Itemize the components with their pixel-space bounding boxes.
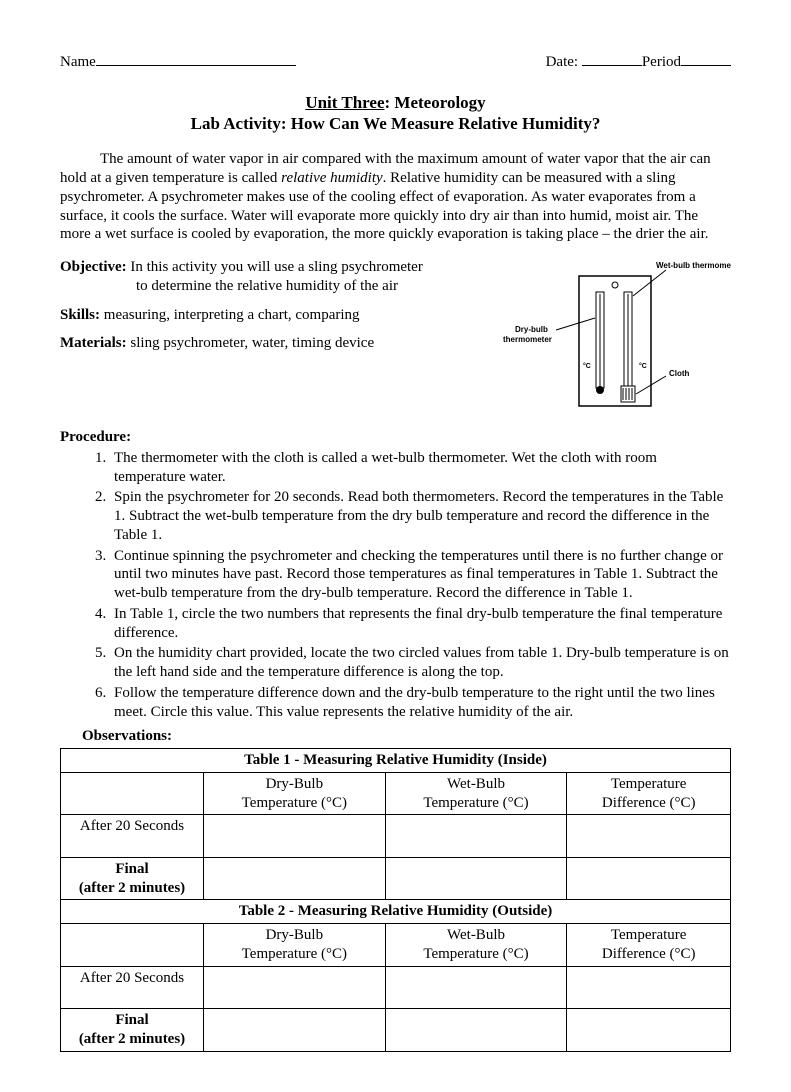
observations-label: Observations: [82, 727, 731, 746]
table2-row-20s-label: After 20 Seconds [61, 966, 204, 1009]
table2-cell[interactable] [567, 966, 731, 1009]
materials-text: sling psychrometer, water, timing device [127, 335, 374, 351]
skills-label: Skills: [60, 307, 100, 323]
title-block: Unit Three: Meteorology Lab Activity: Ho… [60, 92, 731, 135]
table2-col-diff: TemperatureDifference (°C) [567, 924, 731, 967]
procedure-step: The thermometer with the cloth is called… [110, 449, 731, 487]
table1-cell[interactable] [385, 857, 567, 900]
date-blank[interactable] [582, 50, 642, 66]
lab-title: Lab Activity: How Can We Measure Relativ… [60, 113, 731, 134]
table2-row-final-label: Final(after 2 minutes) [61, 1009, 204, 1052]
table2-cell[interactable] [204, 1009, 386, 1052]
procedure-label: Procedure: [60, 428, 731, 447]
table2-blank-header [61, 924, 204, 967]
materials-line: Materials: sling psychrometer, water, ti… [60, 334, 491, 353]
diagram-drybulb-label2: thermometer [503, 335, 552, 344]
table1-col-diff: TemperatureDifference (°C) [567, 772, 731, 815]
table-1: Table 1 - Measuring Relative Humidity (I… [60, 748, 731, 1052]
procedure-step: In Table 1, circle the two numbers that … [110, 605, 731, 643]
objective-line: Objective: In this activity you will use… [60, 258, 491, 296]
materials-label: Materials: [60, 335, 127, 351]
table1-row-final-label: Final(after 2 minutes) [61, 857, 204, 900]
objective-text2: to determine the relative humidity of th… [136, 277, 491, 296]
objective-text1: In this activity you will use a sling ps… [127, 259, 423, 275]
table1-blank-header [61, 772, 204, 815]
table2-col-dry: Dry-BulbTemperature (°C) [204, 924, 386, 967]
table1-title: Table 1 - Measuring Relative Humidity (I… [61, 749, 731, 773]
table1-col-dry: Dry-BulbTemperature (°C) [204, 772, 386, 815]
worksheet-page: Name Date: Period Unit Three: Meteorolog… [0, 0, 791, 1092]
table2-cell[interactable] [567, 1009, 731, 1052]
psychrometer-diagram: Wet-bulb thermometer Dry-bulb thermomete… [501, 258, 731, 418]
period-label: Period [642, 54, 681, 70]
table1-cell[interactable] [567, 815, 731, 858]
table1-cell[interactable] [204, 815, 386, 858]
table2-cell[interactable] [385, 1009, 567, 1052]
table1-row-20s-label: After 20 Seconds [61, 815, 204, 858]
skills-text: measuring, interpreting a chart, compari… [100, 307, 360, 323]
unit-prefix: Unit Three [305, 93, 384, 112]
table2-title: Table 2 - Measuring Relative Humidity (O… [61, 900, 731, 924]
objective-label: Objective: [60, 259, 127, 275]
date-period-group: Date: Period [546, 50, 731, 72]
table1-cell[interactable] [204, 857, 386, 900]
unit-title: Unit Three: Meteorology [60, 92, 731, 113]
name-blank[interactable] [96, 50, 296, 66]
table1-col-wet: Wet-BulbTemperature (°C) [385, 772, 567, 815]
procedure-step: Follow the temperature difference down a… [110, 684, 731, 722]
date-label: Date: [546, 54, 578, 70]
diagram-cloth-label: Cloth [669, 369, 690, 378]
table2-cell[interactable] [204, 966, 386, 1009]
table2-cell[interactable] [385, 966, 567, 1009]
procedure-list: The thermometer with the cloth is called… [60, 449, 731, 722]
diagram-degc-left: °C [583, 362, 591, 370]
info-column: Objective: In this activity you will use… [60, 258, 491, 418]
name-field[interactable]: Name [60, 50, 296, 72]
header-fields: Name Date: Period [60, 50, 731, 72]
procedure-step: On the humidity chart provided, locate t… [110, 644, 731, 682]
table1-cell[interactable] [567, 857, 731, 900]
intro-italic: relative humidity [281, 170, 383, 186]
skills-line: Skills: measuring, interpreting a chart,… [60, 306, 491, 325]
diagram-degc-right: °C [639, 362, 647, 370]
mid-row: Objective: In this activity you will use… [60, 258, 731, 418]
intro-paragraph: The amount of water vapor in air compare… [60, 150, 731, 244]
procedure-step: Continue spinning the psychrometer and c… [110, 547, 731, 603]
period-blank[interactable] [681, 50, 731, 66]
table1-cell[interactable] [385, 815, 567, 858]
procedure-step: Spin the psychrometer for 20 seconds. Re… [110, 488, 731, 544]
table2-col-wet: Wet-BulbTemperature (°C) [385, 924, 567, 967]
unit-suffix: : Meteorology [385, 93, 486, 112]
diagram-wetbulb-label: Wet-bulb thermometer [656, 261, 731, 270]
name-label: Name [60, 54, 96, 70]
diagram-drybulb-label1: Dry-bulb [515, 325, 548, 334]
